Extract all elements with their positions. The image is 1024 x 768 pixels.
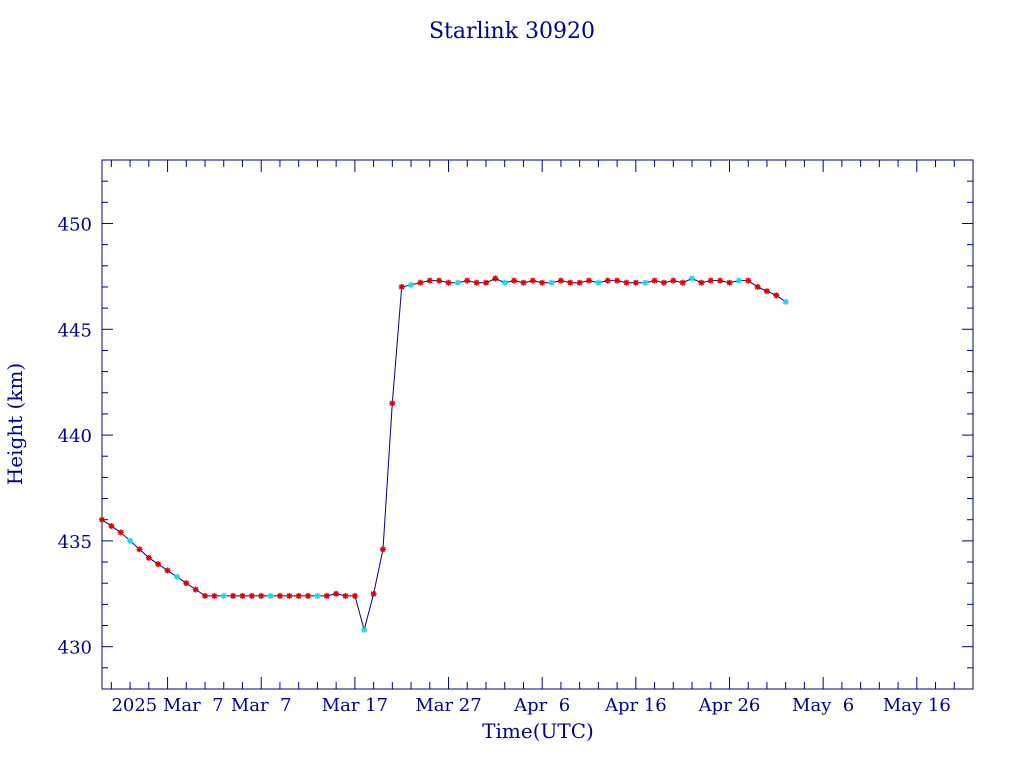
data-point	[164, 567, 171, 574]
data-point	[99, 516, 105, 523]
y-tick-label: 450	[58, 214, 92, 235]
data-point	[698, 279, 705, 286]
data-point	[408, 281, 415, 288]
data-point	[145, 554, 152, 561]
data-point	[782, 298, 789, 305]
data-point	[679, 279, 686, 286]
data-point	[464, 277, 471, 284]
data-point	[389, 400, 396, 407]
data-point	[614, 277, 621, 284]
data-point	[305, 592, 312, 599]
data-point	[745, 277, 752, 284]
data-point	[632, 279, 639, 286]
x-tick-label: Mar 27	[415, 695, 481, 716]
data-point	[735, 277, 742, 284]
x-axis-label: Time(UTC)	[482, 719, 594, 743]
data-point	[295, 592, 302, 599]
data-point	[248, 592, 255, 599]
data-point	[707, 277, 714, 284]
y-tick-label: 440	[58, 426, 92, 447]
x-tick-label: Apr 16	[604, 695, 667, 716]
data-point	[445, 279, 452, 286]
data-point	[539, 279, 546, 286]
data-point	[482, 279, 489, 286]
data-point	[576, 279, 583, 286]
data-point	[511, 277, 518, 284]
data-point	[370, 590, 377, 597]
data-point	[501, 279, 508, 286]
data-point	[258, 592, 265, 599]
series-line	[101, 277, 786, 632]
data-point	[342, 592, 349, 599]
data-point	[398, 283, 405, 290]
data-point	[267, 592, 274, 599]
x-axis: 2025 Mar 7 Mar 7 Mar 17 Mar 27 Apr 6 Apr 16 Ap…	[110, 160, 974, 716]
x-tick-label: Apr 26	[698, 695, 761, 716]
data-point	[426, 277, 433, 284]
data-point	[417, 279, 424, 286]
data-point	[717, 277, 724, 284]
data-point	[454, 279, 461, 286]
data-point	[136, 546, 143, 553]
data-point	[567, 279, 574, 286]
data-point	[127, 537, 134, 544]
data-point	[548, 279, 555, 286]
data-point	[276, 592, 283, 599]
data-point	[192, 586, 199, 593]
data-point	[314, 592, 321, 599]
data-point	[586, 277, 593, 284]
data-point	[351, 592, 358, 599]
y-tick-label: 445	[58, 320, 92, 341]
data-point	[595, 279, 602, 286]
y-axis: 430 435 440 445 450	[58, 159, 973, 690]
data-point	[754, 283, 761, 290]
x-tick-label: Apr 6	[513, 695, 570, 716]
chart-title: Starlink 30920	[429, 19, 595, 44]
y-tick-label: 430	[58, 638, 92, 659]
data-point	[108, 523, 115, 530]
data-point	[492, 275, 499, 282]
plot-frame	[101, 159, 974, 690]
data-point	[773, 292, 780, 299]
data-point	[173, 573, 180, 580]
data-point	[726, 279, 733, 286]
data-point	[183, 580, 190, 587]
y-tick-label: 435	[58, 532, 92, 553]
x-tick-label: Mar 17	[322, 695, 388, 716]
data-point	[239, 592, 246, 599]
series-markers	[99, 275, 789, 633]
data-point	[642, 279, 649, 286]
data-point	[379, 546, 386, 553]
data-point	[230, 592, 237, 599]
data-point	[557, 277, 564, 284]
data-point	[660, 279, 667, 286]
data-point	[286, 592, 293, 599]
x-tick-label: Mar 7	[231, 695, 292, 716]
data-point	[763, 288, 770, 295]
data-point	[323, 592, 330, 599]
data-point	[670, 277, 677, 284]
data-point	[520, 279, 527, 286]
data-point	[623, 279, 630, 286]
data-point	[155, 561, 162, 568]
data-point	[220, 592, 227, 599]
data-point	[117, 529, 124, 536]
data-point	[202, 592, 209, 599]
x-tick-label: May 6	[792, 695, 854, 716]
data-point	[689, 275, 696, 282]
x-tick-label: May 16	[883, 695, 951, 716]
data-point	[211, 592, 218, 599]
data-point	[529, 277, 536, 284]
data-point	[436, 277, 443, 284]
data-point	[604, 277, 611, 284]
data-point	[651, 277, 658, 284]
data-point	[361, 626, 368, 633]
data-point	[333, 590, 340, 597]
x-tick-label: 2025 Mar 7	[111, 695, 223, 716]
data-point	[473, 279, 480, 286]
y-axis-label: Height (km)	[3, 363, 27, 485]
